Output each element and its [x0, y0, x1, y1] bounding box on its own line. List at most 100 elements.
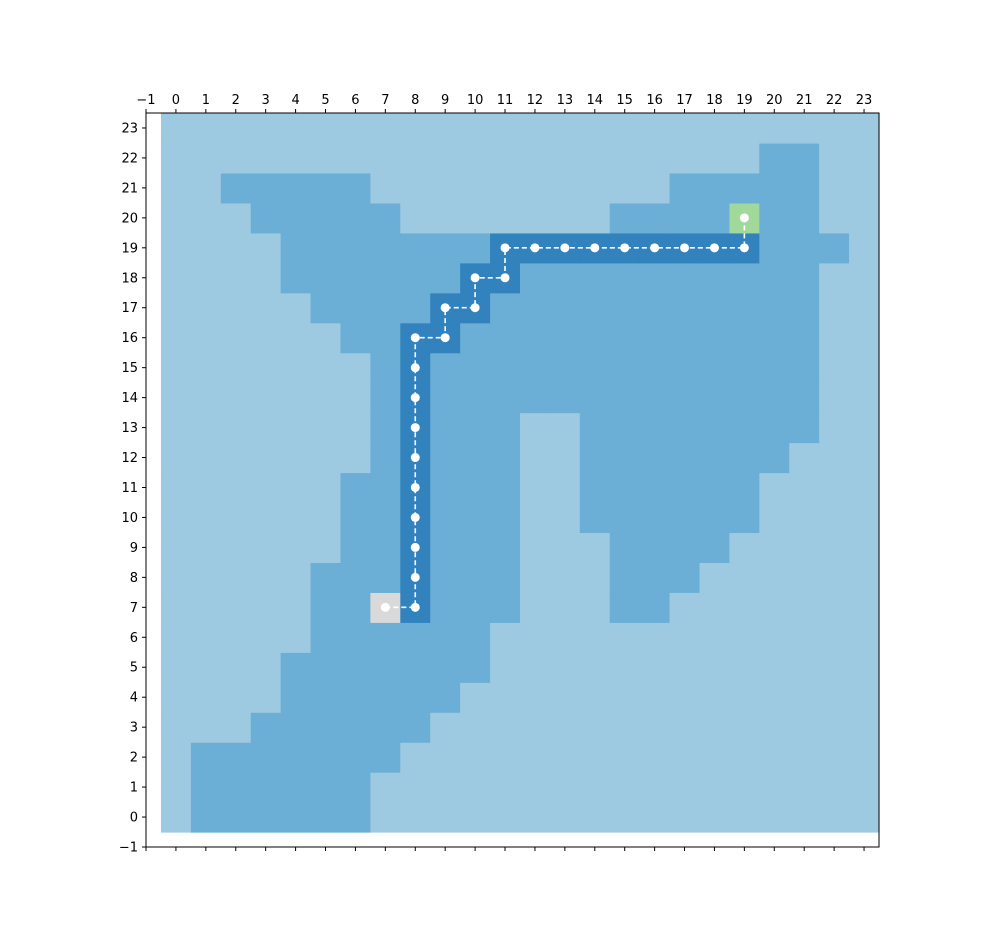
cell-background — [699, 142, 731, 174]
cell-background — [609, 172, 641, 204]
cell-region — [729, 502, 760, 534]
cell-background — [699, 772, 731, 803]
cell-background — [579, 202, 611, 234]
cell-background — [190, 142, 222, 174]
cell-background — [310, 442, 342, 474]
cell-background — [789, 472, 820, 504]
cell-background — [639, 712, 671, 743]
cell-region — [490, 442, 521, 474]
cell-background — [819, 322, 850, 354]
cell-background — [220, 113, 252, 144]
cell-region — [460, 412, 491, 444]
y-tick-label: 16 — [121, 331, 138, 346]
cell-region — [639, 502, 671, 534]
cell-background — [519, 172, 551, 204]
cell-background — [400, 172, 431, 204]
cell-background — [250, 442, 282, 474]
cell-region — [340, 712, 371, 743]
cell-background — [639, 802, 671, 833]
cell-background — [250, 682, 282, 713]
cell-background — [250, 592, 282, 623]
cell-region — [400, 232, 431, 264]
cell-background — [519, 802, 551, 833]
cell-region — [669, 532, 701, 563]
cell-background — [370, 772, 401, 803]
cell-background — [190, 712, 222, 743]
route-point — [410, 542, 420, 552]
cell-region — [549, 262, 581, 294]
cell-background — [759, 592, 790, 623]
cell-background — [460, 202, 491, 234]
cell-background — [819, 262, 850, 294]
cell-background — [669, 682, 701, 713]
cell-region — [729, 262, 760, 294]
cell-region — [340, 262, 371, 294]
x-tick-label: 2 — [232, 93, 240, 108]
cell-region — [639, 262, 671, 294]
cell-background — [549, 562, 581, 593]
y-tick-label: 3 — [130, 721, 138, 736]
cell-background — [280, 562, 312, 593]
cell-background — [160, 202, 192, 234]
cell-region — [430, 412, 461, 444]
cell-region — [370, 562, 401, 593]
route-point — [709, 243, 719, 253]
cell-region — [340, 472, 371, 504]
axes-frame — [145, 112, 880, 848]
cell-background — [190, 232, 222, 264]
cell-region — [579, 472, 611, 504]
cell-background — [789, 652, 820, 683]
axes-border — [145, 112, 880, 848]
cell-region — [789, 202, 820, 234]
cell-background — [310, 352, 342, 384]
cell-region — [519, 292, 551, 324]
cell-background — [729, 622, 760, 653]
cell-region — [340, 772, 371, 803]
cell-region — [519, 262, 551, 294]
cell-background — [430, 772, 461, 803]
y-tick-label: 12 — [121, 451, 138, 466]
cell-background — [849, 382, 880, 414]
cell-background — [849, 802, 880, 833]
cell-background — [819, 682, 850, 713]
cell-region — [310, 172, 342, 204]
cell-region — [609, 382, 641, 414]
cell-background — [160, 262, 192, 294]
route-point — [410, 453, 420, 463]
cell-region — [639, 382, 671, 414]
cell-background — [849, 562, 880, 593]
cell-region — [220, 772, 252, 803]
cell-region — [609, 352, 641, 384]
cell-background — [669, 113, 701, 144]
cell-background — [430, 142, 461, 174]
cell-region — [789, 322, 820, 354]
cell-background — [669, 742, 701, 773]
cell-region — [669, 292, 701, 324]
cell-region — [549, 292, 581, 324]
cell-region — [310, 232, 342, 264]
route-point — [410, 572, 420, 582]
cell-background — [280, 592, 312, 623]
cell-background — [729, 712, 760, 743]
cell-background — [699, 592, 731, 623]
route-point — [500, 273, 510, 283]
cell-background — [160, 742, 192, 773]
cell-background — [160, 682, 192, 713]
cell-background — [699, 802, 731, 833]
cell-background — [549, 172, 581, 204]
cell-region — [340, 202, 371, 234]
cell-background — [490, 622, 521, 653]
cell-region — [729, 172, 760, 204]
cell-background — [849, 352, 880, 384]
route-point — [739, 243, 749, 253]
cell-region — [190, 772, 222, 803]
cell-background — [819, 532, 850, 563]
cell-background — [490, 652, 521, 683]
x-tick-label: 8 — [411, 93, 419, 108]
cell-background — [549, 532, 581, 563]
cell-background — [549, 202, 581, 234]
x-tick-label: 20 — [766, 93, 783, 108]
cell-region — [430, 652, 461, 683]
cell-background — [280, 622, 312, 653]
cell-background — [849, 172, 880, 204]
